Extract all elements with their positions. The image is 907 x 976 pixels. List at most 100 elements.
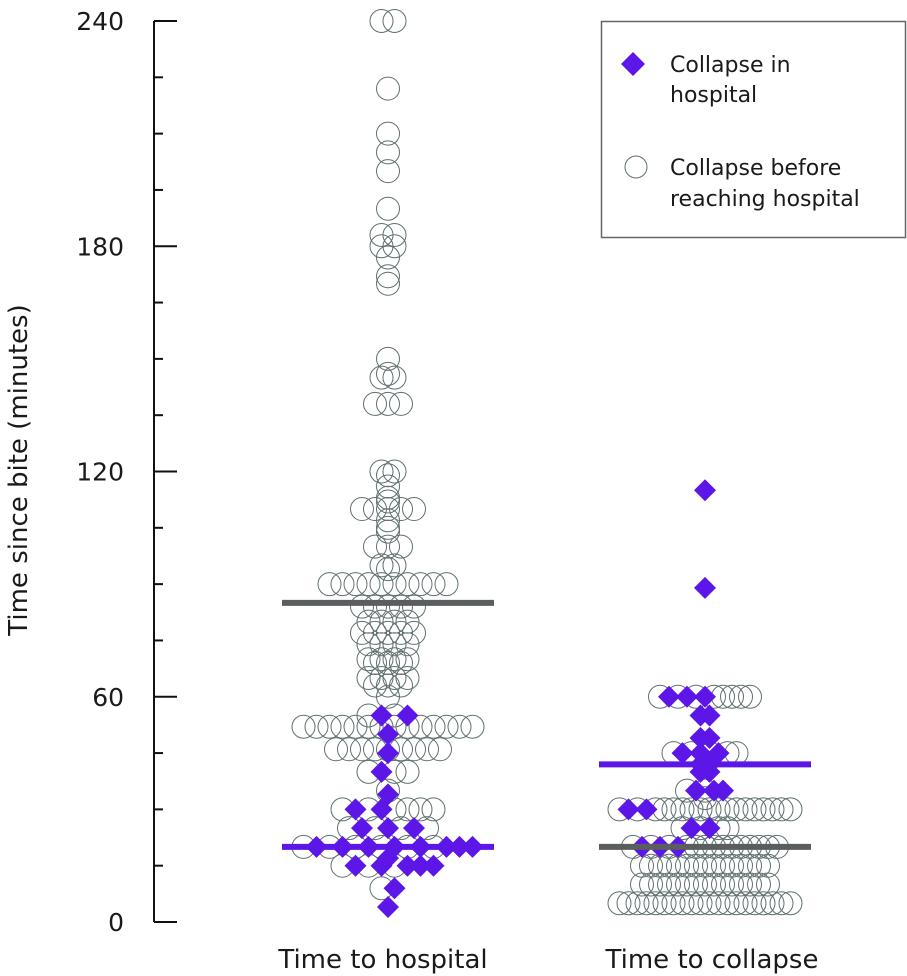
point-collapse-before-hospital	[350, 620, 374, 645]
point-collapse-before-hospital	[376, 346, 400, 371]
point-collapse-before-hospital	[363, 620, 387, 645]
point-collapse-in-hospital	[370, 704, 393, 727]
point-collapse-in-hospital	[712, 779, 734, 802]
point-collapse-before-hospital	[376, 489, 400, 514]
point-collapse-before-hospital	[363, 650, 387, 675]
point-collapse-before-hospital	[670, 891, 695, 916]
point-collapse-in-hospital	[680, 817, 703, 840]
point-collapse-before-hospital	[408, 797, 433, 822]
point-collapse-before-hospital	[697, 891, 722, 916]
legend-box	[600, 20, 907, 239]
point-collapse-before-hospital	[706, 891, 731, 916]
point-collapse-before-hospital	[733, 891, 758, 916]
point-collapse-in-hospital	[694, 576, 716, 599]
point-collapse-before-hospital	[376, 474, 400, 499]
point-collapse-before-hospital	[408, 714, 433, 739]
point-collapse-in-hospital	[707, 742, 730, 765]
y-tick-label: 120	[76, 458, 124, 487]
point-collapse-before-hospital	[369, 609, 394, 634]
point-collapse-in-hospital	[396, 854, 419, 877]
point-collapse-before-hospital	[389, 497, 413, 522]
point-collapse-before-hospital	[369, 665, 394, 690]
point-collapse-before-hospital	[356, 647, 381, 672]
point-collapse-before-hospital	[428, 737, 452, 762]
point-collapse-before-hospital	[421, 714, 446, 739]
median-lines	[282, 599, 811, 850]
point-collapse-before-hospital	[778, 891, 803, 916]
point-collapse-before-hospital	[324, 737, 348, 762]
point-collapse-before-hospital	[389, 620, 413, 645]
point-collapse-before-hospital	[434, 714, 459, 739]
point-collapse-before-hospital	[661, 891, 686, 916]
point-collapse-before-hospital	[769, 797, 794, 822]
point-collapse-before-hospital	[363, 497, 387, 522]
point-collapse-before-hospital	[317, 714, 342, 739]
point-collapse-before-hospital	[634, 891, 659, 916]
point-collapse-before-hospital	[421, 797, 446, 822]
point-collapse-before-hospital	[382, 609, 407, 634]
point-collapse-before-hospital	[408, 572, 433, 597]
point-collapse-before-hospital	[751, 891, 776, 916]
point-collapse-in-hospital	[344, 798, 367, 821]
point-collapse-before-hospital	[706, 797, 731, 822]
point-collapse-before-hospital	[304, 714, 329, 739]
point-collapse-in-hospital	[344, 854, 367, 877]
point-collapse-before-hospital	[395, 647, 420, 672]
point-collapse-in-hospital	[422, 854, 445, 877]
point-collapse-before-hospital	[747, 853, 771, 878]
point-collapse-before-hospital	[402, 737, 426, 762]
point-collapse-before-hospital	[382, 647, 407, 672]
point-collapse-before-hospital	[778, 797, 803, 822]
point-collapse-before-hospital	[724, 797, 749, 822]
legend: Collapse in hospital Collapse before rea…	[600, 20, 907, 239]
point-collapse-before-hospital	[675, 853, 699, 878]
point-collapse-before-hospital	[376, 650, 400, 675]
point-collapse-before-hospital	[356, 665, 381, 690]
point-collapse-before-hospital	[356, 609, 381, 634]
y-axis: 0 60 120 180 240	[76, 7, 177, 937]
point-collapse-before-hospital	[421, 572, 446, 597]
point-collapse-before-hospital	[389, 534, 413, 559]
point-collapse-before-hospital	[291, 714, 316, 739]
point-collapse-in-hospital	[383, 877, 406, 900]
point-collapse-before-hospital	[376, 121, 400, 146]
legend-circle-icon	[624, 155, 648, 179]
point-collapse-in-hospital	[698, 727, 721, 750]
point-collapse-before-hospital	[751, 797, 776, 822]
point-collapse-in-hospital	[698, 704, 721, 727]
point-collapse-before-hospital	[389, 391, 413, 416]
point-collapse-before-hospital	[369, 9, 394, 33]
point-collapse-in-hospital	[635, 798, 658, 821]
point-collapse-in-hospital	[351, 817, 373, 840]
point-collapse-before-hospital	[715, 891, 740, 916]
point-collapse-in-hospital	[377, 723, 399, 746]
point-collapse-before-hospital	[760, 797, 785, 822]
point-collapse-before-hospital	[460, 714, 485, 739]
point-collapse-before-hospital	[330, 572, 355, 597]
y-tick-label: 0	[108, 908, 124, 937]
point-collapse-before-hospital	[317, 572, 342, 597]
point-collapse-before-hospital	[769, 891, 794, 916]
point-collapse-before-hospital	[376, 264, 400, 289]
point-collapse-before-hospital	[330, 714, 355, 739]
legend-label-in-hospital-1: Collapse in	[670, 53, 791, 78]
point-collapse-before-hospital	[343, 714, 368, 739]
point-collapse-before-hospital	[679, 891, 704, 916]
legend-diamond-icon	[621, 52, 645, 76]
y-tick-label: 240	[76, 7, 124, 36]
point-collapse-before-hospital	[369, 459, 394, 484]
point-collapse-in-hospital	[377, 895, 399, 918]
legend-label-before-hospital-2: reaching hospital	[670, 187, 860, 212]
point-collapse-before-hospital	[376, 159, 400, 184]
point-collapse-before-hospital	[738, 684, 762, 709]
point-collapse-before-hospital	[376, 361, 400, 386]
point-collapse-in-hospital	[685, 779, 707, 802]
point-collapse-in-hospital	[377, 783, 399, 806]
point-collapse-before-hospital	[720, 853, 744, 878]
point-collapse-in-hospital	[377, 742, 399, 765]
point-collapse-in-hospital	[403, 817, 425, 840]
point-collapse-before-hospital	[711, 853, 735, 878]
point-collapse-before-hospital	[715, 797, 740, 822]
point-collapse-before-hospital	[376, 620, 400, 645]
point-collapse-in-hospital	[694, 479, 716, 502]
